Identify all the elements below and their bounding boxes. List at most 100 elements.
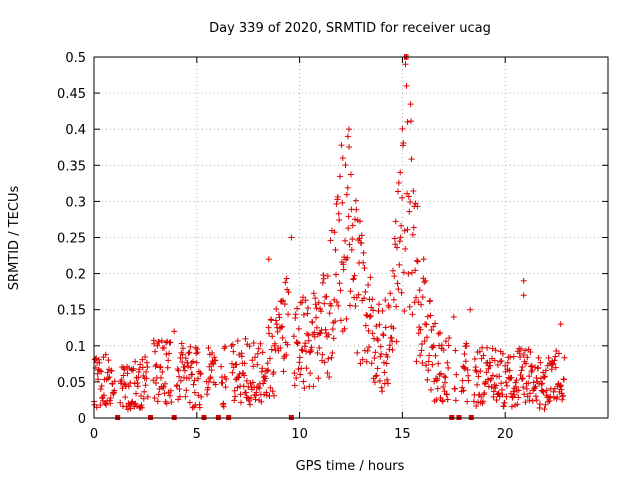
data-point <box>179 358 186 365</box>
data-point <box>105 357 112 364</box>
x-ticks: 0 5 10 15 20 <box>90 57 513 442</box>
data-point <box>537 375 544 382</box>
data-point <box>493 382 500 389</box>
data-point <box>444 396 451 403</box>
data-point <box>249 379 256 386</box>
data-point <box>374 365 381 372</box>
data-point <box>139 356 146 363</box>
data-point <box>530 379 537 386</box>
data-point <box>389 267 396 274</box>
data-point <box>297 371 304 378</box>
y-tick-label: 0.25 <box>57 232 86 247</box>
data-point <box>337 173 344 180</box>
data-point <box>96 359 103 366</box>
data-point <box>168 399 175 406</box>
data-point <box>328 302 335 309</box>
data-point <box>165 357 172 364</box>
data-point <box>219 379 226 386</box>
data-point <box>493 397 500 404</box>
data-point <box>343 315 350 322</box>
data-point <box>154 398 161 405</box>
data-point <box>139 364 146 371</box>
data-point <box>254 361 261 368</box>
data-point <box>497 358 504 365</box>
data-point <box>176 393 183 400</box>
data-point <box>334 193 341 200</box>
data-point <box>189 371 196 378</box>
data-point <box>372 373 379 380</box>
data-point <box>283 275 290 282</box>
data-point <box>180 345 187 352</box>
data-point <box>351 272 358 279</box>
data-point <box>547 393 554 400</box>
data-point <box>541 373 548 380</box>
data-point <box>191 389 198 396</box>
data-point <box>418 341 425 348</box>
data-point <box>494 361 501 368</box>
data-point <box>507 354 514 361</box>
data-point <box>496 373 503 380</box>
data-point <box>518 375 525 382</box>
data-point <box>123 403 130 410</box>
data-point <box>384 353 391 360</box>
data-point <box>539 388 546 395</box>
data-point <box>107 395 114 402</box>
data-point <box>459 377 466 384</box>
data-point <box>343 191 350 198</box>
data-point <box>495 390 502 397</box>
data-point <box>349 222 356 229</box>
data-point <box>526 397 533 404</box>
data-point <box>394 188 401 195</box>
y-tick-label: 0 <box>78 412 86 427</box>
data-point <box>154 342 161 349</box>
data-point <box>238 353 245 360</box>
data-point <box>310 383 317 390</box>
data-point <box>285 289 292 296</box>
data-point <box>504 359 511 366</box>
data-point <box>444 359 451 366</box>
data-point <box>393 338 400 345</box>
data-point <box>186 349 193 356</box>
data-point <box>535 364 542 371</box>
data-point <box>428 327 435 334</box>
data-point <box>162 380 169 387</box>
data-point <box>163 400 170 407</box>
data-point <box>98 383 105 390</box>
data-point <box>233 361 240 368</box>
data-point <box>386 342 393 349</box>
y-tick-label: 0.45 <box>57 87 86 102</box>
data-point <box>325 355 332 362</box>
data-point <box>272 317 279 324</box>
data-point <box>142 382 149 389</box>
data-point <box>125 383 132 390</box>
data-point <box>249 357 256 364</box>
data-point <box>218 363 225 370</box>
data-point <box>185 363 192 370</box>
data-point <box>407 198 414 205</box>
data-point <box>338 142 345 149</box>
data-point <box>472 364 479 371</box>
data-point <box>476 348 483 355</box>
data-point <box>340 266 347 273</box>
data-point <box>464 366 471 373</box>
chart-title: Day 339 of 2020, SRMTID for receiver uca… <box>209 21 491 36</box>
data-point <box>234 384 241 391</box>
data-point <box>332 246 339 253</box>
data-point <box>502 362 509 369</box>
data-point <box>365 281 372 288</box>
data-point <box>312 295 319 302</box>
data-point <box>418 347 425 354</box>
data-point <box>438 342 445 349</box>
data-point <box>280 368 287 375</box>
data-point <box>321 300 328 307</box>
data-point <box>426 352 433 359</box>
data-point <box>546 397 553 404</box>
data-point <box>344 133 351 140</box>
data-point <box>143 368 150 375</box>
data-point <box>417 352 424 359</box>
data-point <box>390 296 397 303</box>
data-point <box>381 369 388 376</box>
data-point <box>341 325 348 332</box>
y-ticks: 0 0.05 0.1 0.15 0.2 0.25 0.3 0.35 0.4 0.45 0.5 <box>57 51 608 427</box>
data-point <box>417 326 424 333</box>
